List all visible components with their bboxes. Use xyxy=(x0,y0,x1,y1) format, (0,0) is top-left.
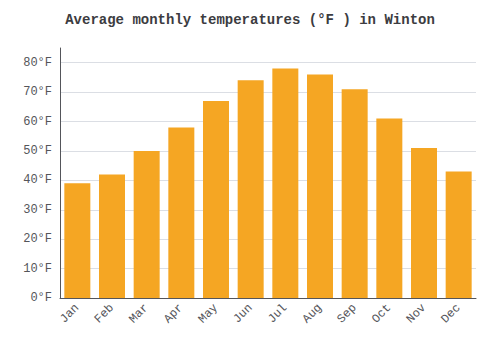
svg-text:Feb: Feb xyxy=(92,301,117,326)
svg-text:Mar: Mar xyxy=(126,301,151,326)
svg-text:Oct: Oct xyxy=(369,301,394,326)
svg-text:Average monthly temperatures (: Average monthly temperatures (°F ) in Wi… xyxy=(65,12,435,28)
svg-text:May: May xyxy=(196,301,221,326)
svg-text:Jul: Jul xyxy=(265,301,290,326)
svg-text:0°F: 0°F xyxy=(30,291,52,305)
svg-text:Sep: Sep xyxy=(334,301,359,326)
svg-text:40°F: 40°F xyxy=(23,173,52,187)
svg-text:10°F: 10°F xyxy=(23,262,52,276)
svg-text:50°F: 50°F xyxy=(23,144,52,158)
svg-text:Apr: Apr xyxy=(161,301,186,326)
svg-text:70°F: 70°F xyxy=(23,85,52,99)
svg-text:30°F: 30°F xyxy=(23,203,52,217)
svg-text:Jan: Jan xyxy=(57,301,82,326)
svg-text:Nov: Nov xyxy=(404,301,429,326)
svg-text:20°F: 20°F xyxy=(23,232,52,246)
svg-text:80°F: 80°F xyxy=(23,56,52,70)
svg-text:Jun: Jun xyxy=(230,301,255,326)
svg-text:Aug: Aug xyxy=(300,301,325,326)
svg-text:Dec: Dec xyxy=(438,301,463,326)
svg-text:60°F: 60°F xyxy=(23,115,52,129)
